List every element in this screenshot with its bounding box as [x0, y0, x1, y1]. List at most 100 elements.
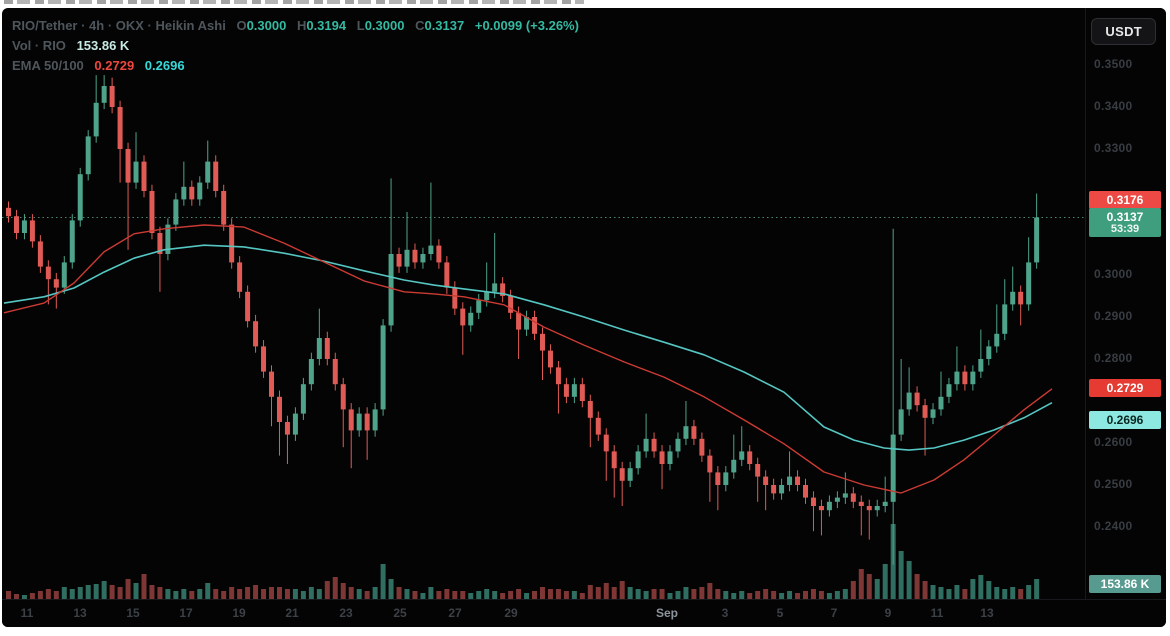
low-value: 0.3000 [364, 18, 405, 33]
volume-bar [69, 589, 75, 599]
volume-bar [922, 581, 928, 599]
candle-body [547, 350, 553, 368]
candle-body [420, 254, 426, 263]
symbol-description[interactable]: RIO/Tether · 4h · OKX · Heikin Ashi [12, 18, 226, 33]
candle-body [444, 262, 450, 288]
ema50-badge: 0.2729 [1089, 378, 1161, 397]
volume-bar [906, 561, 912, 599]
volume-bar [165, 589, 171, 599]
volume-bar [181, 589, 187, 599]
quote-currency-button[interactable]: USDT [1091, 18, 1156, 45]
volume-bar [253, 585, 259, 599]
volume-bar [340, 583, 346, 599]
volume-bar [6, 591, 11, 599]
time-tick-label: 13 [980, 606, 994, 620]
volume-bar [834, 591, 840, 599]
volume-bar [53, 591, 59, 599]
volume-bar [516, 589, 522, 599]
price-tick-label: 0.2400 [1094, 519, 1133, 533]
candle-body [404, 249, 410, 267]
volume-bar [356, 589, 362, 599]
candle-body [627, 468, 633, 481]
time-tick-label: 19 [232, 606, 246, 620]
volume-bar [731, 593, 737, 599]
candle-body [53, 279, 59, 288]
price-axis[interactable]: 0.3500 0.3400 0.3300 0.3000 0.2900 0.2800 0.26… [1085, 8, 1166, 600]
candle-body [189, 186, 195, 200]
volume-bar [898, 551, 904, 599]
volume-bar [308, 587, 314, 599]
candle-body [810, 497, 816, 506]
candle-body [316, 338, 322, 359]
ema100-line [3, 244, 1053, 451]
candle-body [874, 506, 880, 511]
volume-bar [699, 587, 705, 599]
candle-body [6, 207, 11, 217]
candle-body [253, 321, 259, 347]
legend-ema-row[interactable]: EMA 50/100 0.2729 0.2696 [12, 56, 579, 76]
candle-body [21, 220, 27, 233]
candle-body [269, 371, 275, 397]
close-label: C [415, 18, 425, 33]
candle-body [157, 233, 163, 254]
volume-bar [547, 589, 553, 599]
volume-bar [691, 589, 697, 599]
candle-body [994, 333, 1000, 347]
candle-body [659, 451, 665, 464]
candle-body [739, 451, 745, 460]
legend-symbol-row[interactable]: RIO/Tether · 4h · OKX · Heikin Ashi O0.3… [12, 16, 579, 36]
time-axis[interactable]: 11 13 15 17 19 21 23 25 27 29 Sep 3 5 7 9 11 13 [2, 599, 1166, 627]
ema50-line [3, 224, 1053, 494]
candle-body [731, 459, 737, 473]
volume-bar [914, 574, 920, 599]
price-tick-label: 0.2600 [1094, 435, 1133, 449]
candle-body [348, 409, 354, 431]
volume-bar [61, 587, 67, 599]
volume-bar [396, 587, 402, 599]
volume-bar [221, 591, 227, 599]
volume-bar [372, 587, 378, 599]
chart-legend: RIO/Tether · 4h · OKX · Heikin Ashi O0.3… [12, 16, 579, 76]
legend-volume-row[interactable]: Vol · RIO 153.86 K [12, 36, 579, 56]
candle-body [579, 384, 585, 401]
candle-body [85, 136, 91, 175]
candle-body [539, 333, 545, 351]
candle-body [165, 224, 171, 254]
time-tick-label: 11 [20, 606, 34, 620]
candle-body [372, 409, 378, 431]
candle-body [213, 161, 219, 191]
candle-body [922, 405, 928, 418]
volume-bar [229, 587, 235, 599]
chart-canvas[interactable] [2, 8, 1085, 600]
high-label: H [296, 18, 307, 33]
volume-bar [938, 587, 944, 599]
candle-body [707, 455, 713, 473]
candle-body [954, 371, 960, 385]
volume-bar [117, 587, 123, 599]
volume-bar [1010, 587, 1016, 599]
candle-body [555, 367, 561, 385]
candle-body [826, 501, 832, 511]
volume-bar [579, 593, 585, 599]
candle-body [29, 220, 35, 242]
volume-bar [316, 589, 322, 599]
price-chart-svg[interactable] [2, 8, 1085, 600]
volume-bar [659, 589, 665, 599]
candle-body [460, 308, 466, 326]
volume-bar [29, 593, 35, 599]
volume-bar [412, 591, 418, 599]
volume-bar [795, 593, 801, 599]
volume-bar [77, 587, 83, 599]
volume-badge: 153.86 K [1089, 575, 1161, 593]
volume-bar [149, 585, 155, 599]
volume-bar [643, 591, 649, 599]
candle-body [715, 472, 721, 485]
candle-body [1026, 262, 1032, 305]
volume-bar [603, 583, 609, 599]
candle-body [436, 245, 442, 263]
candle-body [13, 216, 19, 233]
candle-body [101, 86, 107, 103]
candle-body [181, 186, 187, 200]
candle-body [37, 241, 43, 267]
time-tick-label: 29 [504, 606, 518, 620]
